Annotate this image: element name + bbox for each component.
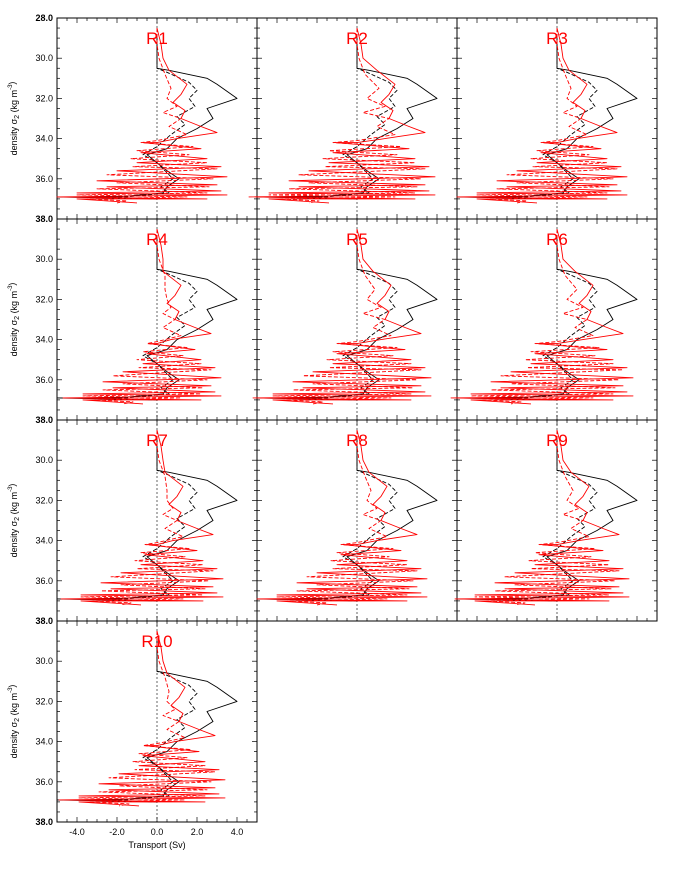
series-red-dashed-R9	[474, 430, 620, 606]
ytick-label: 30.0	[35, 656, 53, 666]
y-axis-title: density σ2 (kg m-3)	[7, 283, 21, 357]
ytick-label: 30.0	[35, 254, 53, 264]
ytick-label: 34.0	[35, 737, 53, 747]
series-black-solid-R2	[256, 36, 438, 200]
series-black-dashed-R9	[486, 438, 598, 602]
series-red-dashed-R4	[82, 229, 212, 405]
y-axis-title: density σ2 (kg m-3)	[7, 82, 21, 156]
y-axis-title-part: (kg m	[9, 90, 19, 115]
panel-title-R6: R6	[546, 230, 568, 249]
series-black-dashed-R2	[286, 36, 398, 200]
y-axis-title-part: )	[7, 484, 17, 487]
series-red-solid-R10	[58, 630, 226, 807]
ytick-label: 38.0	[35, 817, 53, 827]
y-axis-title-part: -3	[8, 486, 14, 492]
y-axis-title-part: density σ	[9, 721, 19, 758]
panel-title-R4: R4	[146, 230, 168, 249]
ytick-label: 38.0	[35, 616, 53, 626]
x-axis-title: Transport (Sv)	[128, 840, 185, 850]
ytick-label: 36.0	[35, 777, 53, 787]
series-red-solid-R2	[248, 27, 436, 204]
y-axis-title-part: (kg m	[9, 492, 19, 517]
y-axis-title-part: 2	[14, 115, 21, 119]
ytick-label: 32.0	[35, 93, 53, 103]
series-red-solid-R1	[56, 27, 228, 204]
xtick-label: -2.0	[109, 827, 125, 837]
series-black-solid-R7	[56, 438, 238, 602]
series-red-dashed-R2	[268, 28, 426, 204]
series-red-dashed-R7	[80, 430, 214, 606]
ytick-label: 36.0	[35, 576, 53, 586]
y-axis-title-part: )	[7, 283, 17, 286]
y-axis-title-part: (kg m	[9, 291, 19, 316]
y-axis-title-part: 2	[14, 718, 21, 722]
series-red-solid-R5	[252, 228, 432, 405]
ytick-label: 38.0	[35, 214, 53, 224]
y-axis-title-part: 2	[14, 517, 21, 521]
series-black-solid-R6	[456, 237, 638, 401]
series-black-solid-R9	[456, 438, 638, 602]
series-black-solid-R5	[256, 237, 438, 401]
series-black-dashed-R8	[286, 438, 398, 602]
ytick-label: 34.0	[35, 335, 53, 345]
panel-title-R1: R1	[146, 29, 168, 48]
panel-title-R8: R8	[346, 431, 368, 450]
ytick-label: 28.0	[35, 13, 53, 23]
ytick-label: 30.0	[35, 455, 53, 465]
ytick-label: 34.0	[35, 134, 53, 144]
series-black-solid-R10	[56, 639, 238, 803]
panel-title-R7: R7	[146, 431, 168, 450]
series-red-dashed-R6	[470, 229, 624, 405]
panel-title-R10: R10	[141, 632, 172, 651]
y-axis-title: density σ2 (kg m-3)	[7, 484, 21, 558]
series-red-solid-R8	[256, 429, 428, 606]
y-axis-title-part: (kg m	[9, 693, 19, 718]
series-black-dashed-R1	[86, 36, 198, 200]
ytick-label: 32.0	[35, 495, 53, 505]
series-red-dashed-R1	[76, 28, 218, 204]
series-red-dashed-R3	[476, 28, 618, 204]
ytick-label: 32.0	[35, 294, 53, 304]
y-axis-title-part: density σ	[9, 520, 19, 557]
series-red-solid-R3	[456, 27, 628, 204]
y-axis-title-part: )	[7, 82, 17, 85]
panel-title-R9: R9	[546, 431, 568, 450]
panel-title-R2: R2	[346, 29, 368, 48]
series-red-solid-R7	[60, 429, 224, 606]
panel-title-R5: R5	[346, 230, 368, 249]
ytick-label: 36.0	[35, 375, 53, 385]
series-black-solid-R4	[56, 237, 238, 401]
y-axis-title: density σ2 (kg m-3)	[7, 685, 21, 759]
y-axis-title-part: 2	[14, 316, 21, 320]
series-black-solid-R1	[56, 36, 238, 200]
y-axis-title-part: -3	[8, 84, 14, 90]
ytick-label: 32.0	[35, 696, 53, 706]
y-axis-title-part: -3	[8, 687, 14, 693]
series-red-dashed-R8	[276, 430, 418, 606]
ytick-label: 38.0	[35, 415, 53, 425]
y-axis-title-part: density σ	[9, 319, 19, 356]
y-axis-title-part: density σ	[9, 118, 19, 155]
ytick-label: 30.0	[35, 53, 53, 63]
y-axis-title-part: -3	[8, 285, 14, 291]
xtick-label: -4.0	[69, 827, 85, 837]
panel-title-R3: R3	[546, 29, 568, 48]
series-red-solid-R6	[450, 228, 634, 405]
ytick-label: 34.0	[35, 536, 53, 546]
xtick-label: 2.0	[191, 827, 204, 837]
series-black-dashed-R3	[486, 36, 598, 200]
series-black-solid-R8	[256, 438, 438, 602]
series-red-solid-R4	[62, 228, 222, 405]
xtick-label: 4.0	[231, 827, 244, 837]
ytick-label: 36.0	[35, 174, 53, 184]
series-red-solid-R9	[454, 429, 630, 606]
series-black-dashed-R6	[486, 237, 598, 401]
series-red-dashed-R5	[272, 229, 422, 405]
xtick-label: 0.0	[151, 827, 164, 837]
series-black-solid-R3	[456, 36, 638, 200]
series-red-dashed-R10	[78, 631, 216, 807]
y-axis-title-part: )	[7, 685, 17, 688]
